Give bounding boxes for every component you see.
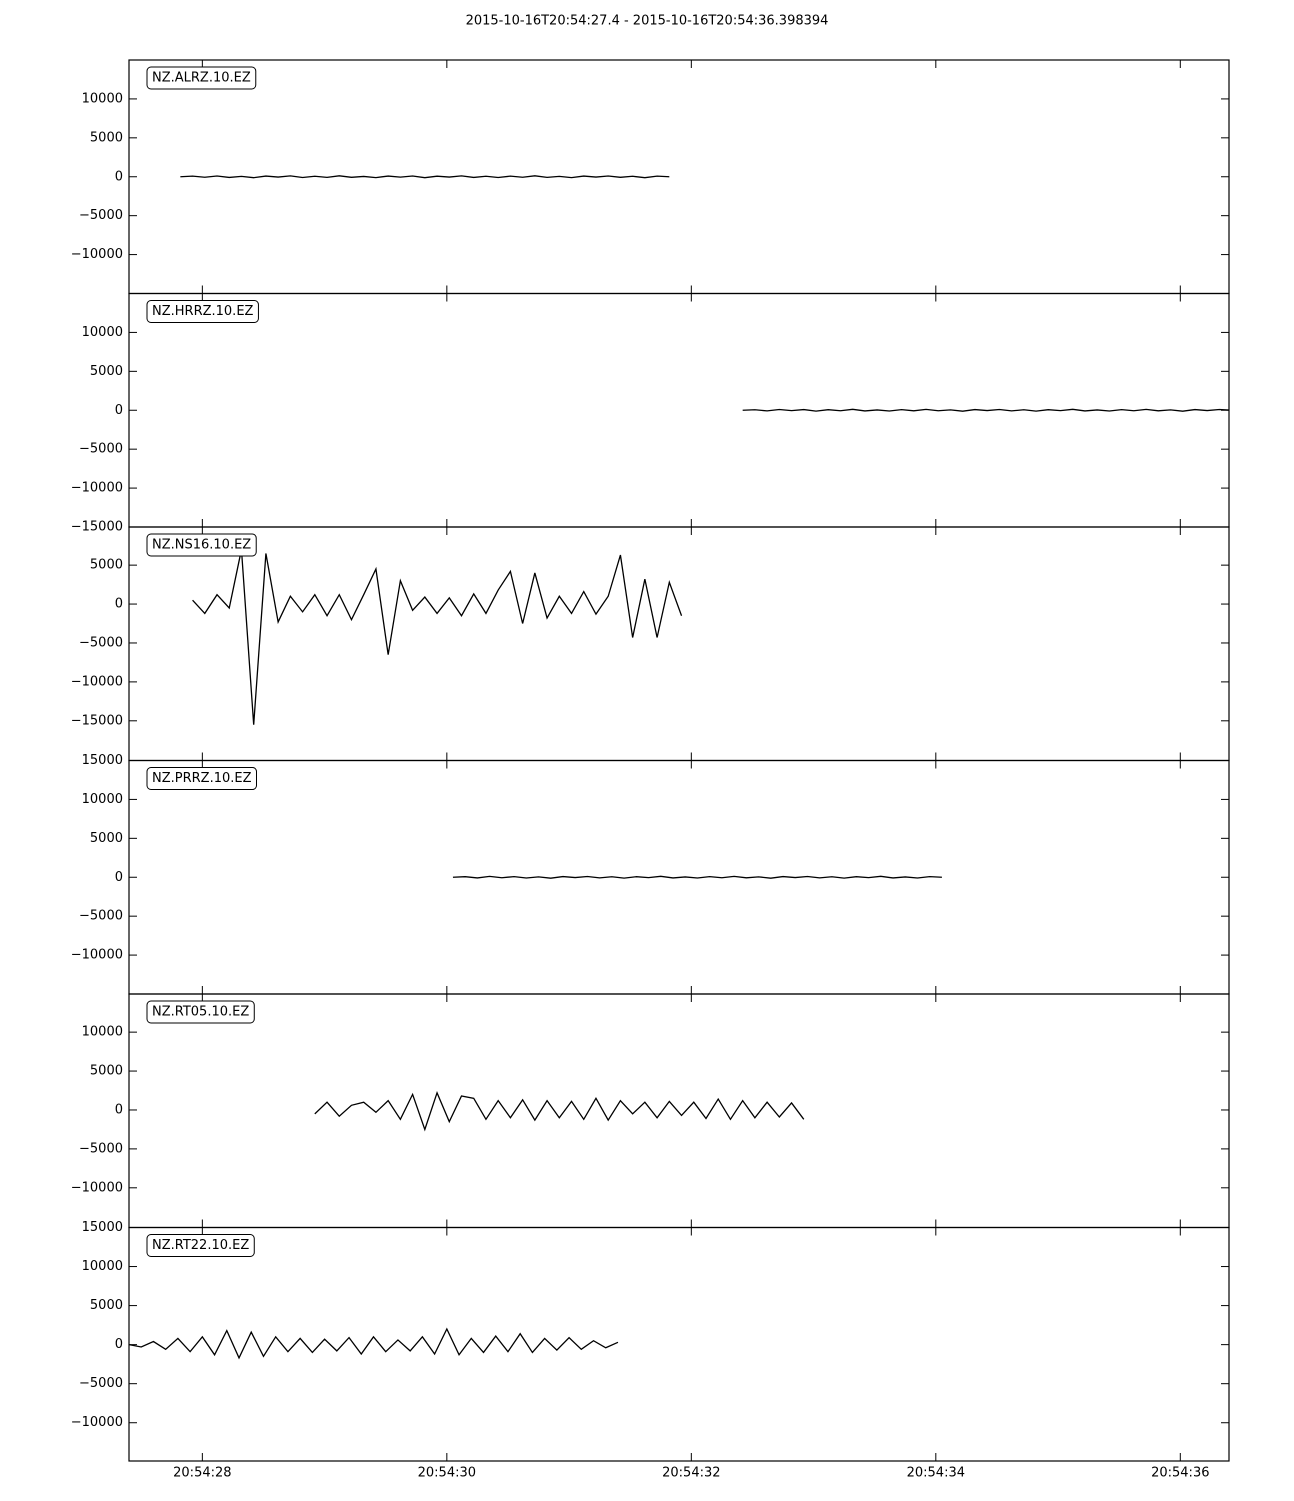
trace-label-box xyxy=(146,66,257,90)
y-tick-label: 15000 xyxy=(82,1220,123,1235)
trace-label-box xyxy=(146,767,257,790)
trace-label-box xyxy=(146,1234,255,1257)
chart-title: 2015-10-16T20:54:27.4 - 2015-10-16T20:54… xyxy=(466,14,829,29)
trace xyxy=(180,175,670,179)
trace-label: NZ.PRRZ.10.EZ xyxy=(152,771,252,786)
trace-label: NZ.RT22.10.EZ xyxy=(152,1238,249,1253)
y-tick-label: −5000 xyxy=(79,635,123,650)
panel-frame xyxy=(128,526,1230,762)
trace-label: NZ.ALRZ.10.EZ xyxy=(152,71,251,86)
y-tick-label: 0 xyxy=(115,169,123,184)
y-tick-label: −5000 xyxy=(79,208,123,223)
y-tick-label: 0 xyxy=(115,403,123,418)
y-tick-label: 0 xyxy=(115,1102,123,1117)
y-tick-label: 5000 xyxy=(90,1064,123,1079)
panel xyxy=(129,1327,619,1360)
x-tick-label: 20:54:32 xyxy=(662,1466,720,1481)
y-tick-label: 0 xyxy=(115,870,123,885)
y-tick-label: 0 xyxy=(115,1337,123,1352)
y-tick-label: 10000 xyxy=(82,325,123,340)
y-tick-label: 0 xyxy=(115,597,123,612)
panel xyxy=(452,875,942,879)
trace xyxy=(452,875,942,879)
y-tick-label: 10000 xyxy=(82,1259,123,1274)
trace-label: NZ.HRRZ.10.EZ xyxy=(152,304,254,319)
trace-label-box xyxy=(146,1000,255,1024)
trace xyxy=(192,549,683,725)
trace xyxy=(314,1091,805,1132)
y-tick-label: 10000 xyxy=(82,792,123,807)
panel-frame xyxy=(128,993,1230,1229)
y-tick-label: −15000 xyxy=(71,713,123,728)
y-tick-label: 10000 xyxy=(82,1025,123,1040)
x-tick-label: 20:54:36 xyxy=(1151,1466,1209,1481)
y-tick-label: −10000 xyxy=(71,481,123,496)
y-tick-label: 5000 xyxy=(90,831,123,846)
x-tick-label: 20:54:34 xyxy=(907,1466,965,1481)
y-tick-label: 5000 xyxy=(90,1298,123,1313)
y-tick-label: −5000 xyxy=(79,1376,123,1391)
y-tick-label: 5000 xyxy=(90,364,123,379)
y-tick-label: 10000 xyxy=(82,91,123,106)
y-tick-label: −15000 xyxy=(71,520,123,535)
x-tick-label: 20:54:28 xyxy=(173,1466,231,1481)
trace-label-box xyxy=(146,300,259,323)
y-tick-label: −5000 xyxy=(79,909,123,924)
y-tick-label: 5000 xyxy=(90,558,123,573)
panel xyxy=(742,408,1229,412)
y-tick-label: −10000 xyxy=(71,1415,123,1430)
panel xyxy=(192,549,683,725)
trace xyxy=(129,1327,619,1360)
panel xyxy=(180,175,670,179)
trace-label: NZ.NS16.10.EZ xyxy=(152,538,251,553)
trace-label-box xyxy=(146,533,257,557)
y-tick-label: −10000 xyxy=(71,1180,123,1195)
y-tick-label: −10000 xyxy=(71,948,123,963)
trace xyxy=(742,408,1229,412)
y-tick-label: −10000 xyxy=(71,247,123,262)
y-tick-label: −10000 xyxy=(71,674,123,689)
x-tick-label: 20:54:30 xyxy=(418,1466,476,1481)
trace-label: NZ.RT05.10.EZ xyxy=(152,1005,249,1020)
panel xyxy=(314,1091,805,1132)
y-tick-label: 15000 xyxy=(82,753,123,768)
y-tick-label: −5000 xyxy=(79,1141,123,1156)
y-tick-label: 5000 xyxy=(90,130,123,145)
y-tick-label: −5000 xyxy=(79,442,123,457)
